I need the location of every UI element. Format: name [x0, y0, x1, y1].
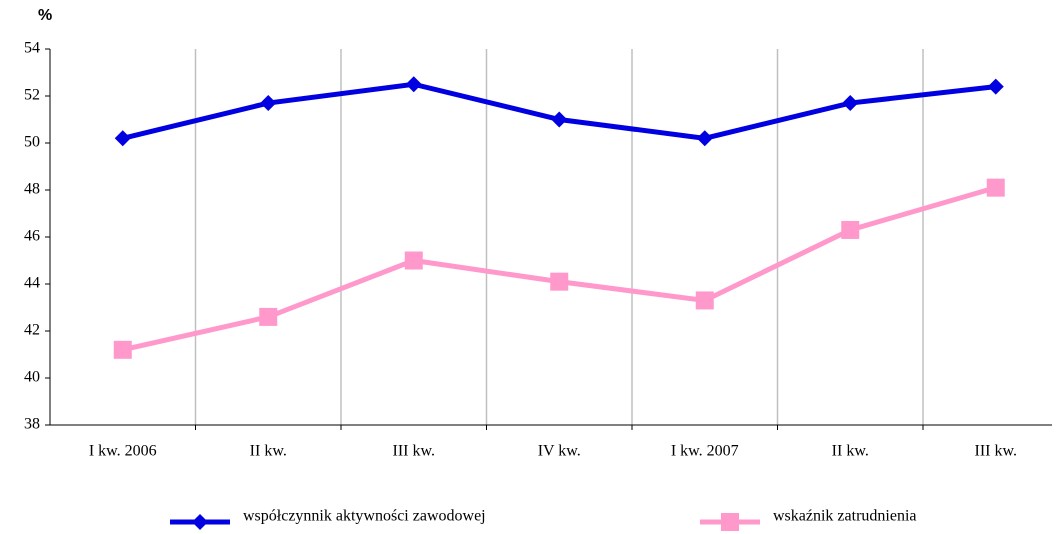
- data-point: [696, 130, 713, 147]
- y-axis-label: %: [38, 7, 52, 24]
- x-tick-label: II kw.: [250, 443, 287, 460]
- data-point: [551, 111, 568, 128]
- x-tick-label: IV kw.: [538, 443, 581, 460]
- series-line: [122, 81, 997, 141]
- data-point: [405, 76, 422, 93]
- y-tick-label: 54: [24, 40, 40, 57]
- legend-marker: [721, 513, 739, 531]
- y-tick-label: 50: [24, 134, 40, 151]
- y-tick-label: 44: [24, 275, 40, 292]
- legend-marker: [192, 514, 208, 530]
- x-tick-label: I kw. 2007: [671, 443, 739, 460]
- y-tick-label: 40: [24, 369, 40, 386]
- data-point: [550, 272, 569, 291]
- x-tick-label: III kw.: [393, 443, 436, 460]
- x-tick-label: II kw.: [832, 443, 869, 460]
- series-line: [122, 185, 997, 353]
- data-point: [695, 291, 714, 310]
- legend-label: współczynnik aktywności zawodowej: [243, 508, 486, 525]
- data-point: [404, 251, 423, 270]
- data-point: [987, 78, 1004, 95]
- y-tick-label: 46: [24, 228, 40, 245]
- y-tick-label: 42: [24, 322, 40, 339]
- y-tick-label: 38: [24, 416, 40, 433]
- data-point: [842, 95, 859, 112]
- data-point: [113, 340, 132, 359]
- y-tick-label: 48: [24, 181, 40, 198]
- x-tick-label: I kw. 2006: [89, 443, 157, 460]
- data-point: [114, 130, 131, 147]
- data-point: [259, 307, 278, 326]
- legend-label: wskaźnik zatrudnienia: [773, 508, 917, 525]
- y-tick-label: 52: [24, 87, 40, 104]
- data-point: [260, 95, 277, 112]
- data-point: [986, 178, 1005, 197]
- x-tick-label: III kw.: [975, 443, 1018, 460]
- data-point: [841, 220, 860, 239]
